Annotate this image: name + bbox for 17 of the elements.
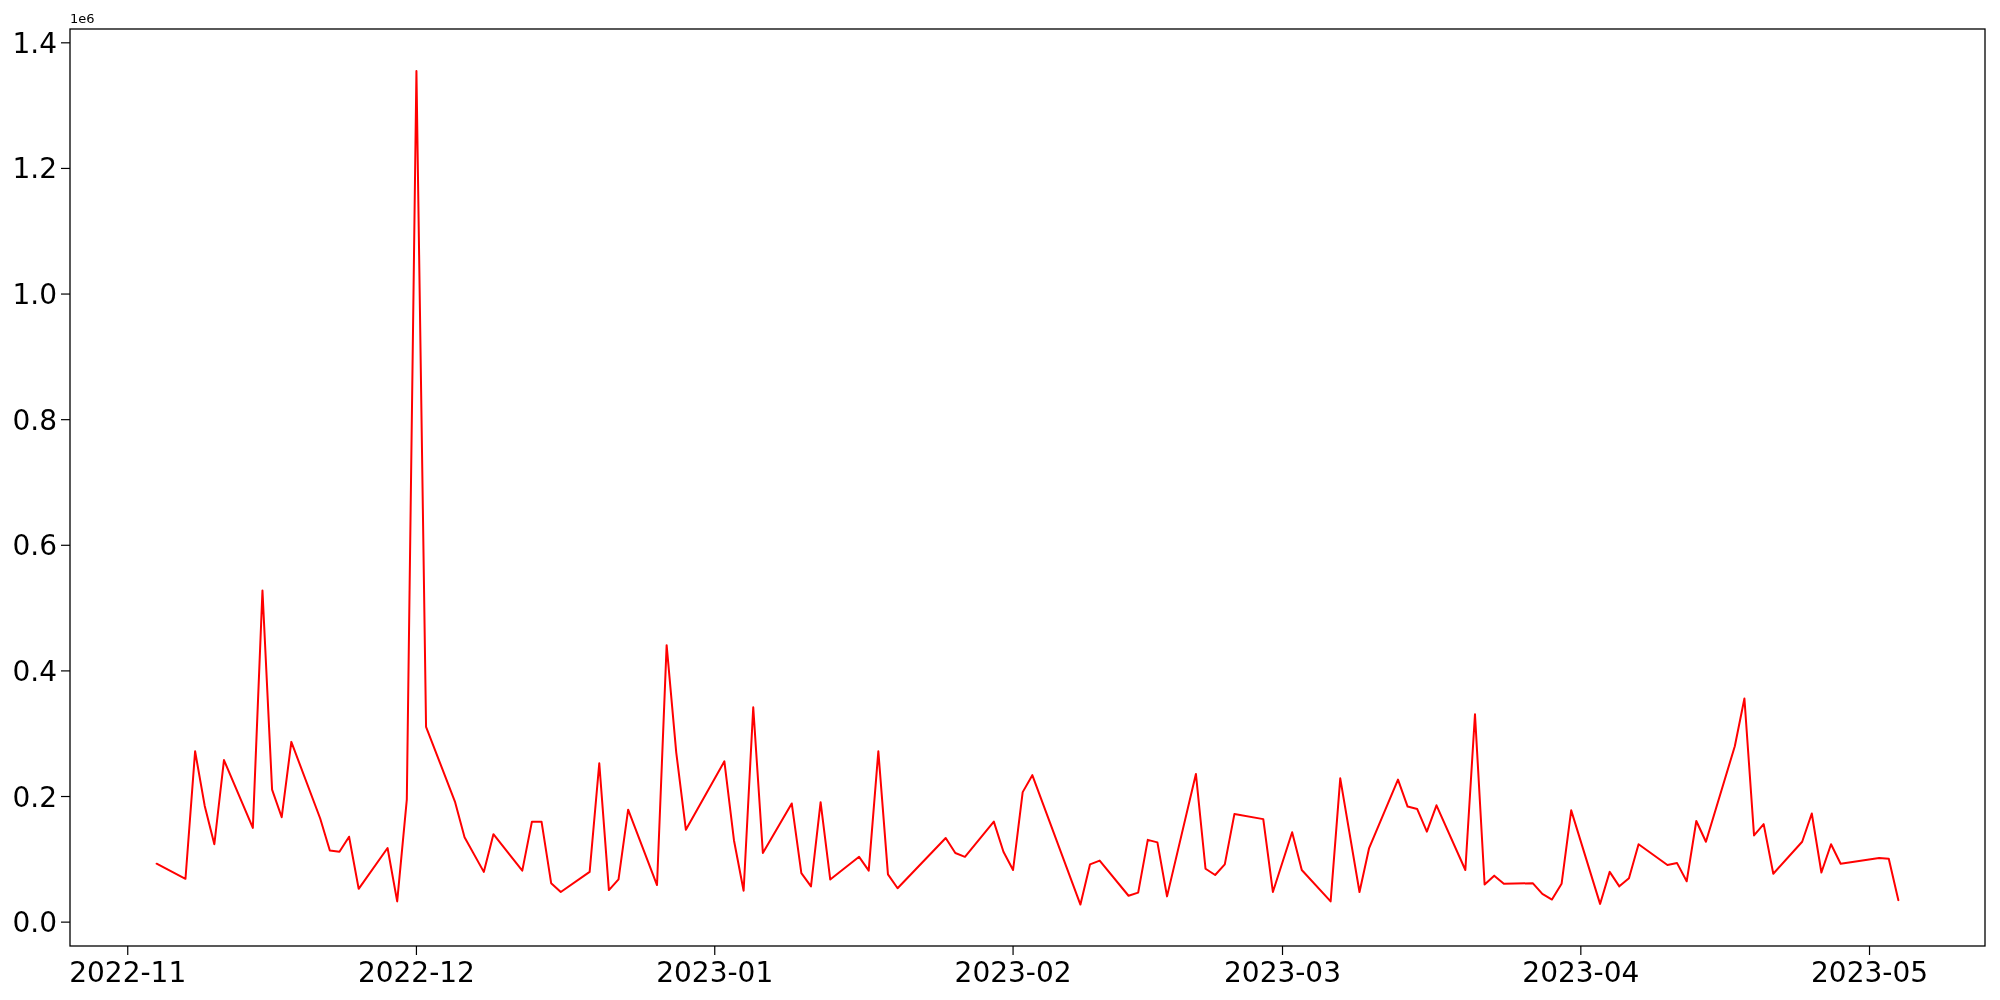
line-series <box>155 70 1900 906</box>
x-tick-label: 2022-12 <box>357 956 475 989</box>
x-tick-label: 2023-04 <box>1522 956 1640 989</box>
y-tick-label: 0.8 <box>12 403 57 437</box>
y-tick-label: 0.6 <box>12 529 57 563</box>
x-tick-label: 2022-11 <box>69 956 187 989</box>
x-tick-label: 2023-05 <box>1811 956 1929 989</box>
y-tick-label: 0.2 <box>12 780 57 814</box>
y-tick-label: 1.0 <box>12 278 57 312</box>
text: 1e6 <box>70 11 95 26</box>
y-tick-label: 1.2 <box>12 152 57 186</box>
x-tick-label: 2023-02 <box>954 956 1072 989</box>
x-tick-label: 2023-03 <box>1224 956 1342 989</box>
y-tick-label: 0.0 <box>12 906 57 940</box>
x-tick-label: 2023-01 <box>656 956 774 989</box>
y-tick-label: 0.4 <box>12 654 57 688</box>
y-tick-label: 1.4 <box>12 26 57 60</box>
